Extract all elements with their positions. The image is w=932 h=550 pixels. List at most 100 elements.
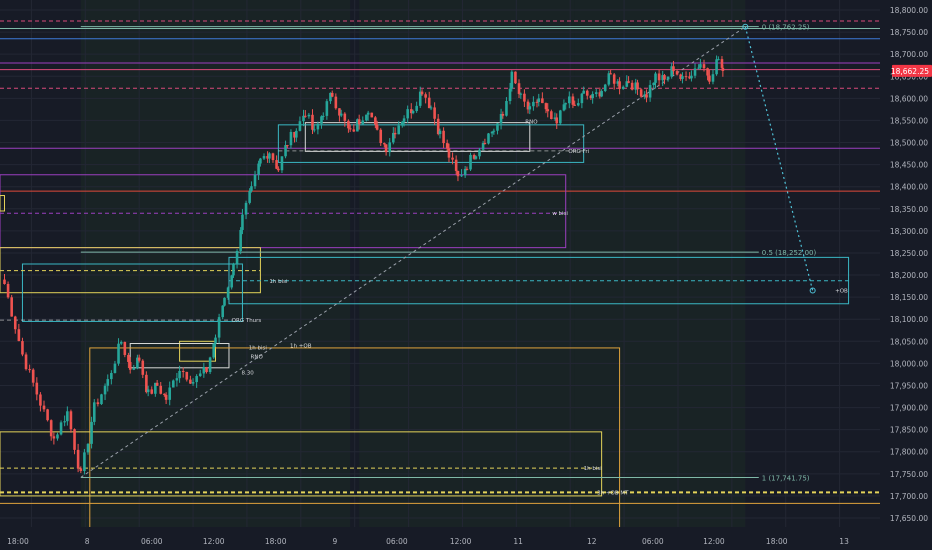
price-tick-label: 18,500.00: [890, 139, 928, 148]
candle-body: [370, 112, 374, 118]
price-tick-label: 18,550.00: [890, 116, 928, 125]
candle-body: [352, 129, 356, 132]
candle-body: [402, 118, 406, 122]
candle-body: [24, 354, 28, 370]
annotation-1: ORG Fri: [568, 149, 589, 155]
price-tick-label: 17,800.00: [890, 448, 928, 457]
candle-body: [400, 121, 404, 126]
candle-body: [630, 82, 634, 90]
candle-body: [329, 92, 332, 102]
annotation-6: 1h bisi: [249, 345, 268, 351]
session-shade-1: [359, 0, 575, 527]
candle-body: [445, 143, 449, 149]
time-tick-label: 18:00: [7, 537, 29, 546]
candle-body: [113, 363, 117, 373]
price-tick-label: 18,450.00: [890, 161, 928, 170]
candle-body: [286, 145, 289, 147]
candle-body: [271, 153, 275, 161]
zone-box-0: [304, 122, 531, 152]
candle-body: [472, 154, 476, 159]
candle-body: [699, 64, 702, 68]
candle-body: [708, 75, 711, 82]
candle-body: [598, 92, 602, 97]
candle-body: [424, 94, 427, 98]
time-tick-label: 12:00: [203, 537, 225, 546]
candle-body: [582, 90, 585, 94]
candle-body: [119, 341, 123, 344]
candle-body: [202, 366, 206, 374]
candle-body: [46, 409, 49, 421]
current-price-label: 18,662.25: [891, 67, 929, 76]
candle-body: [316, 123, 320, 130]
annotation-11: +OB: [835, 289, 848, 295]
candle-body: [83, 452, 86, 471]
candle-body: [661, 75, 664, 81]
current-price-badge: [892, 64, 932, 77]
candle-body: [334, 96, 338, 109]
candle-body: [21, 341, 24, 355]
candle-body: [679, 74, 682, 79]
candle-body: [262, 156, 266, 159]
price-axis[interactable]: 18,800.0018,750.0018,700.0018,650.0018,6…: [880, 0, 932, 550]
candle-body: [284, 145, 287, 157]
price-tick-label: 18,800.00: [890, 6, 928, 15]
candle-body: [230, 275, 233, 288]
candle-body: [418, 91, 422, 106]
candle-body: [537, 98, 541, 102]
candle-body: [49, 420, 53, 437]
candle-body: [128, 361, 132, 370]
candle-body: [239, 229, 242, 252]
candle-body: [517, 83, 521, 94]
candle-body: [559, 110, 562, 124]
candle-body: [302, 115, 305, 122]
candle-body: [478, 149, 481, 157]
candle-body: [585, 90, 589, 96]
zone-box-10: [0, 195, 5, 212]
price-tick-label: 17,850.00: [890, 426, 928, 435]
price-tick-label: 18,050.00: [890, 337, 928, 346]
candle-body: [235, 251, 239, 264]
candle-body: [100, 394, 103, 405]
price-tick-label: 17,650.00: [890, 514, 928, 523]
candle-body: [168, 387, 172, 400]
fibonacci-retracement[interactable]: 0 (18,762.25) 0.5 (18,252.00) 1 (17,741.75…: [80, 24, 817, 483]
candle-body: [693, 68, 697, 76]
candle-body: [607, 73, 611, 85]
candle-body: [501, 114, 505, 116]
candle-body: [663, 75, 666, 80]
candle-body: [17, 329, 21, 342]
price-tick-label: 17,700.00: [890, 492, 928, 501]
time-tick-label: 9: [333, 537, 338, 546]
annotation-10: 3h +OB MT: [597, 490, 629, 496]
candle-body: [304, 115, 307, 117]
candle-body: [415, 105, 418, 112]
candle-body: [409, 109, 413, 114]
annotation-9: 1h bisi: [584, 466, 603, 472]
candle-body: [490, 131, 494, 134]
price-tick-label: 17,950.00: [890, 381, 928, 390]
candle-body: [217, 317, 221, 338]
candle-body: [648, 85, 652, 98]
zone-box-1: [277, 124, 585, 163]
candle-body: [13, 316, 17, 330]
candle-body: [532, 101, 535, 107]
candles: [3, 55, 725, 475]
horizontal-levels[interactable]: [0, 20, 880, 504]
candle-body: [31, 369, 35, 383]
candle-body: [146, 389, 150, 393]
candle-body: [721, 67, 725, 71]
candle-body: [214, 337, 217, 344]
price-tick-label: 17,900.00: [890, 404, 928, 413]
candle-body: [411, 111, 415, 114]
candle-body: [654, 73, 657, 83]
time-tick-label: 12:00: [450, 537, 472, 546]
time-tick-label: 13: [839, 537, 849, 546]
time-tick-label: 06:00: [642, 537, 664, 546]
candle-body: [571, 96, 575, 105]
price-tick-label: 18,250.00: [890, 249, 928, 258]
time-tick-label: 18:00: [265, 537, 287, 546]
candle-body: [670, 66, 673, 77]
candle-body: [505, 101, 508, 116]
time-axis[interactable]: 18:00 8 06:00 12:00 18:00 9 06:00 12:00 11 12 06:0…: [0, 527, 932, 550]
